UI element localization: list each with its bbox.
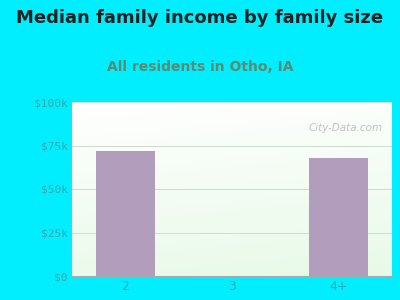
Text: Median family income by family size: Median family income by family size — [16, 9, 384, 27]
Text: City-Data.com: City-Data.com — [308, 123, 382, 133]
Text: All residents in Otho, IA: All residents in Otho, IA — [107, 60, 293, 74]
Bar — [96, 151, 155, 276]
Bar — [309, 158, 368, 276]
